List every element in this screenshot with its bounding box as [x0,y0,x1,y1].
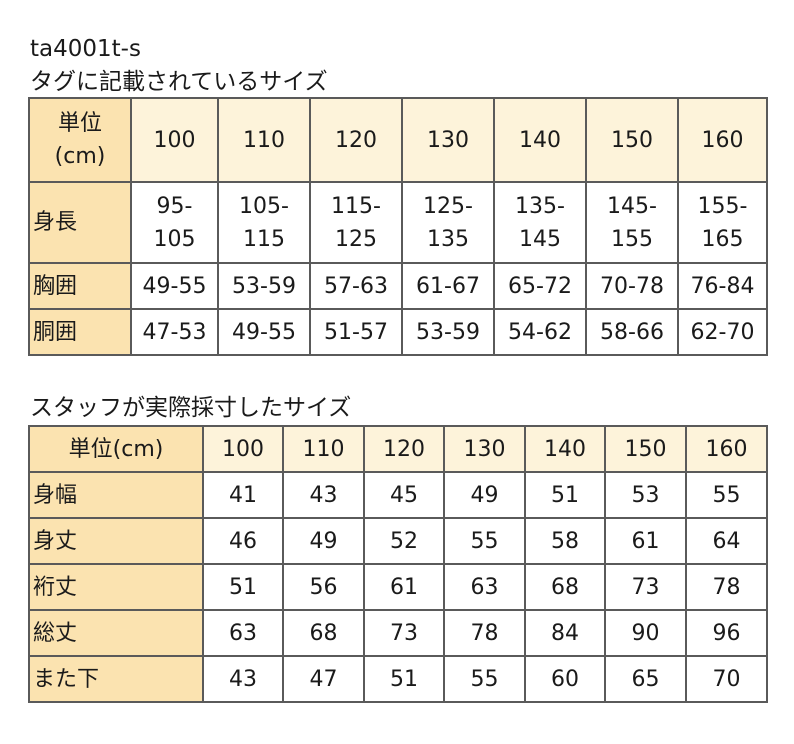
unit-header: 単位 (cm) [28,97,132,183]
measurement-cell: 70 [685,655,768,703]
height-range-cell: 135- 145 [493,181,587,264]
measurement-cell: 61 [604,517,687,565]
waist-range-cell: 49-55 [217,308,311,356]
measurement-cell: 51 [363,655,445,703]
waist-range-cell: 51-57 [309,308,403,356]
height-range-cell: 125- 135 [401,181,495,264]
size-header: 120 [309,97,403,183]
measurement-cell: 41 [202,471,284,519]
chest-range-cell: 61-67 [401,262,495,310]
size-header: 100 [202,425,284,473]
measurement-cell: 63 [202,609,284,657]
size-header: 130 [401,97,495,183]
waist-range-cell: 58-66 [585,308,679,356]
row-label-body-width: 身幅 [28,471,204,519]
measurement-cell: 78 [685,563,768,611]
tag-header-row: 単位 (cm) 100 110 120 130 140 150 160 [28,97,768,183]
table-row: 胸囲 49-55 53-59 57-63 61-67 65-72 70-78 7… [28,262,768,310]
table-row: 総丈 63 68 73 78 84 90 96 [28,609,768,657]
size-header: 110 [282,425,365,473]
measurement-cell: 43 [202,655,284,703]
measurement-cell: 45 [363,471,445,519]
measurement-cell: 64 [685,517,768,565]
table-row: また下 43 47 51 55 60 65 70 [28,655,768,703]
size-header: 100 [130,97,219,183]
measurement-cell: 65 [604,655,687,703]
row-label-inseam: また下 [28,655,204,703]
waist-range-cell: 62-70 [677,308,768,356]
table-row: 身長 95- 105 105- 115 115- 125 125- 135 135- 14… [28,181,768,264]
measurement-cell: 96 [685,609,768,657]
measurement-cell: 84 [524,609,606,657]
height-range-cell: 105- 115 [217,181,311,264]
size-header: 150 [585,97,679,183]
size-header: 120 [363,425,445,473]
unit-header: 単位(cm) [28,425,204,473]
measurement-cell: 68 [282,609,365,657]
height-range-cell: 145- 155 [585,181,679,264]
product-code: ta4001t-s [30,36,141,62]
size-header: 140 [524,425,606,473]
measurement-cell: 47 [282,655,365,703]
row-label-total-length: 総丈 [28,609,204,657]
tag-size-table: 単位 (cm) 100 110 120 130 140 150 160 身長 9… [28,97,768,356]
tag-size-heading: タグに記載されているサイズ [30,69,328,95]
measured-size-heading: スタッフが実際採寸したサイズ [30,395,352,421]
measurement-cell: 51 [202,563,284,611]
waist-range-cell: 53-59 [401,308,495,356]
height-range-cell: 95- 105 [130,181,219,264]
table-row: 裄丈 51 56 61 63 68 73 78 [28,563,768,611]
measurement-cell: 55 [443,655,526,703]
measurement-cell: 46 [202,517,284,565]
size-header: 160 [677,97,768,183]
unit-cm-label: (cm) [54,144,106,169]
measurement-cell: 49 [443,471,526,519]
unit-label: 単位 [57,111,102,136]
measurement-cell: 52 [363,517,445,565]
size-header: 160 [685,425,768,473]
chest-range-cell: 53-59 [217,262,311,310]
size-header: 130 [443,425,526,473]
waist-range-cell: 54-62 [493,308,587,356]
chest-range-cell: 70-78 [585,262,679,310]
size-header: 140 [493,97,587,183]
size-header: 110 [217,97,311,183]
chest-range-cell: 49-55 [130,262,219,310]
size-header: 150 [604,425,687,473]
measurement-cell: 73 [604,563,687,611]
measurement-cell: 55 [685,471,768,519]
chest-range-cell: 65-72 [493,262,587,310]
measurement-cell: 61 [363,563,445,611]
measurement-cell: 78 [443,609,526,657]
measurement-cell: 58 [524,517,606,565]
chest-range-cell: 57-63 [309,262,403,310]
row-label-body-length: 身丈 [28,517,204,565]
measurement-cell: 68 [524,563,606,611]
measurement-cell: 73 [363,609,445,657]
measurement-cell: 55 [443,517,526,565]
row-label-height: 身長 [28,181,132,264]
table-row: 身幅 41 43 45 49 51 53 55 [28,471,768,519]
chest-range-cell: 76-84 [677,262,768,310]
measured-header-row: 単位(cm) 100 110 120 130 140 150 160 [28,425,768,473]
row-label-chest: 胸囲 [28,262,132,310]
row-label-waist: 胴囲 [28,308,132,356]
table-row: 身丈 46 49 52 55 58 61 64 [28,517,768,565]
measurement-cell: 56 [282,563,365,611]
measurement-cell: 51 [524,471,606,519]
row-label-sleeve-length: 裄丈 [28,563,204,611]
height-range-cell: 155- 165 [677,181,768,264]
waist-range-cell: 47-53 [130,308,219,356]
measurement-cell: 49 [282,517,365,565]
measurement-cell: 53 [604,471,687,519]
measurement-cell: 63 [443,563,526,611]
measurement-cell: 60 [524,655,606,703]
height-range-cell: 115- 125 [309,181,403,264]
measurement-cell: 90 [604,609,687,657]
measured-size-table: 単位(cm) 100 110 120 130 140 150 160 身幅 41… [28,425,768,703]
measurement-cell: 43 [282,471,365,519]
table-row: 胴囲 47-53 49-55 51-57 53-59 54-62 58-66 6… [28,308,768,356]
